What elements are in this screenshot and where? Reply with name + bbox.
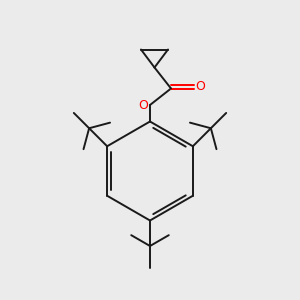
Text: O: O [138,98,148,112]
Text: O: O [195,80,205,93]
